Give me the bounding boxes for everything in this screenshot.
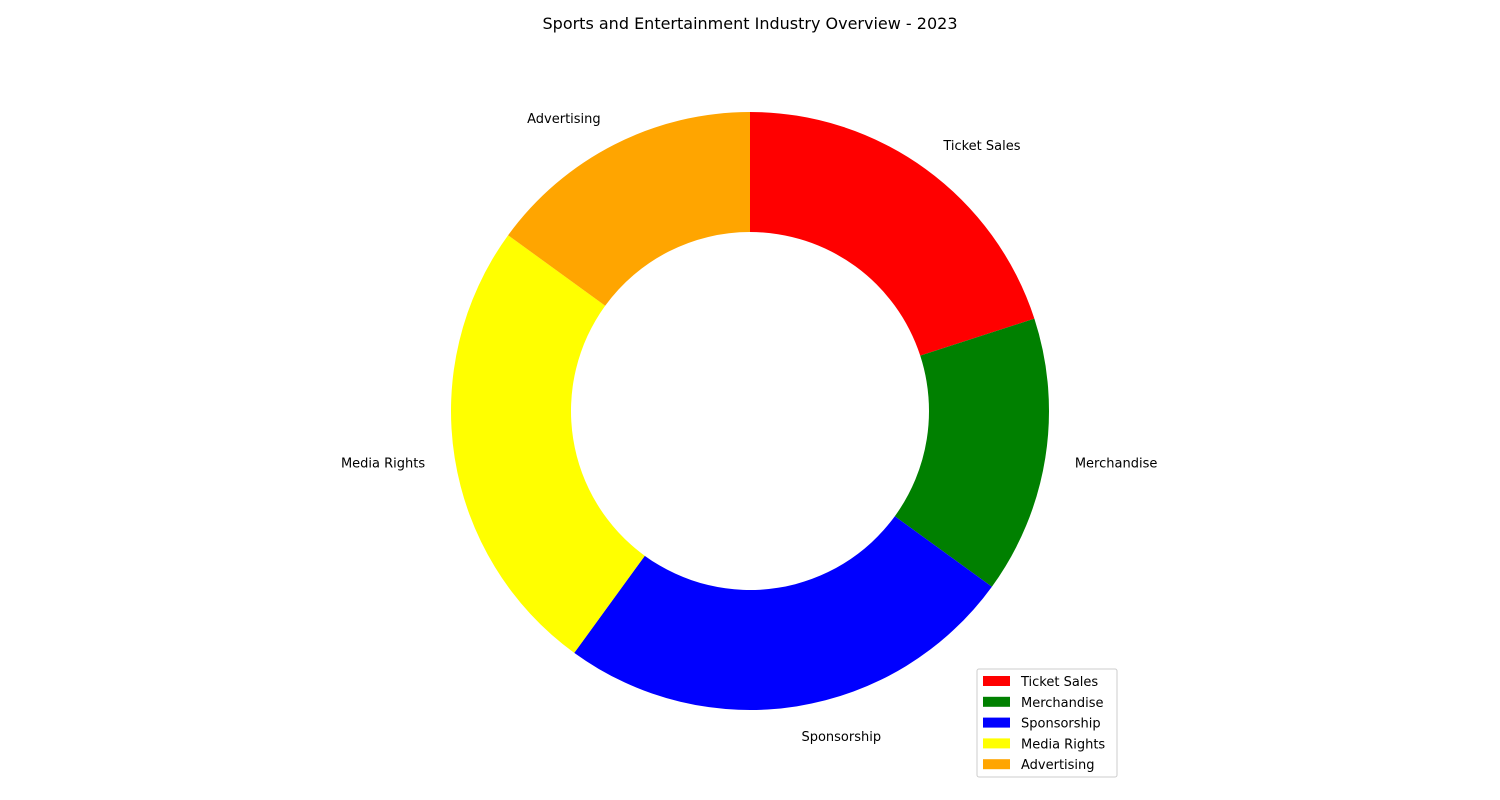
legend-frame bbox=[976, 668, 1118, 778]
legend: Ticket Sales Merchandise Sponsorship Media … bbox=[976, 668, 1118, 778]
slices-group bbox=[450, 112, 1049, 710]
slice-ticket-sales bbox=[750, 112, 1035, 356]
legend-label-merchandise: Merchandise bbox=[1021, 696, 1104, 711]
slice-media-rights bbox=[450, 235, 645, 653]
legend-swatch-merchandise bbox=[983, 696, 1010, 707]
slice-labels-group: Ticket Sales Merchandise Sponsorship Media … bbox=[341, 112, 1157, 745]
slice-label-ticket-sales: Ticket Sales bbox=[942, 139, 1020, 154]
slice-label-media-rights: Media Rights bbox=[341, 456, 425, 471]
legend-label-advertising: Advertising bbox=[1021, 758, 1095, 773]
legend-swatch-media-rights bbox=[983, 738, 1010, 749]
slice-merchandise bbox=[894, 318, 1049, 587]
chart-title: Sports and Entertainment Industry Overvi… bbox=[543, 14, 958, 33]
slice-label-sponsorship: Sponsorship bbox=[801, 730, 881, 745]
legend-label-ticket-sales: Ticket Sales bbox=[1020, 675, 1098, 690]
slice-label-advertising: Advertising bbox=[527, 112, 601, 127]
legend-label-media-rights: Media Rights bbox=[1021, 737, 1105, 752]
slice-advertising bbox=[508, 112, 750, 306]
slice-sponsorship bbox=[574, 516, 992, 710]
legend-swatch-advertising bbox=[983, 759, 1010, 770]
legend-swatch-ticket-sales bbox=[983, 676, 1010, 686]
slice-label-merchandise: Merchandise bbox=[1075, 456, 1158, 471]
legend-label-sponsorship: Sponsorship bbox=[1021, 717, 1101, 732]
legend-swatch-sponsorship bbox=[983, 717, 1010, 728]
